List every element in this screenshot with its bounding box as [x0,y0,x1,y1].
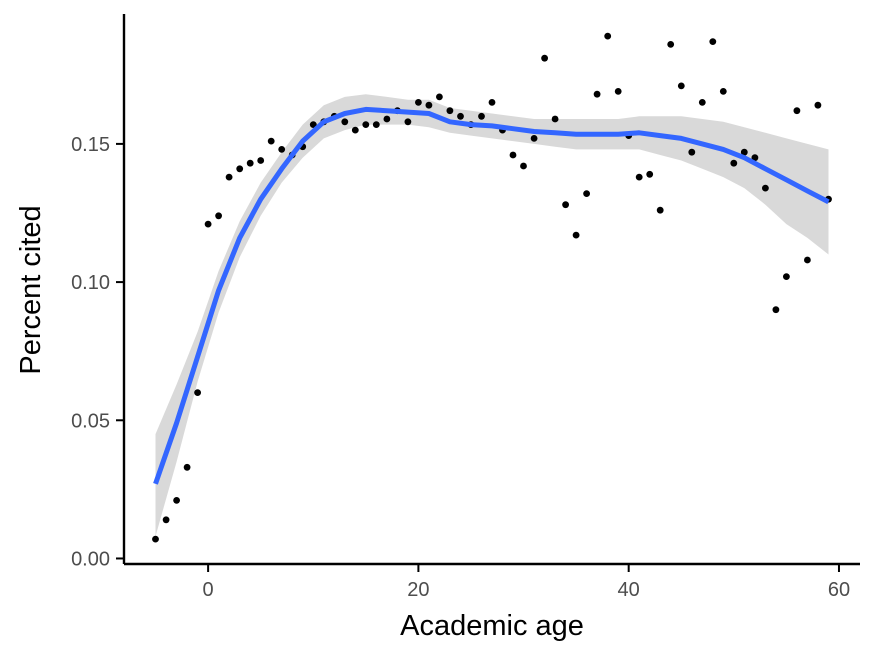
data-point [372,121,380,128]
y-axis-title: Percent cited [15,205,47,374]
data-point [152,535,159,543]
data-point [614,88,622,95]
smooth-fit-line [153,106,830,485]
data-point [415,99,422,106]
data-point [309,121,317,128]
x-tick-label: 40 [618,579,640,601]
data-point [740,148,748,156]
data-point [551,115,559,123]
data-point [162,516,170,524]
data-point [814,101,822,109]
data-point [257,157,265,164]
data-point [488,99,496,106]
data-point [562,201,569,209]
data-point [751,154,759,162]
y-tick-label: 0.05 [71,410,110,432]
data-point [762,184,769,192]
data-point [383,115,391,123]
data-point [457,112,464,120]
confidence-ribbon [155,94,829,537]
data-point [204,220,212,228]
data-point [783,273,790,280]
data-point [572,231,580,239]
y-tick-label: 0.10 [71,272,110,294]
data-point [362,121,370,128]
data-point [667,41,675,48]
x-tick-label: 60 [828,579,850,601]
data-point [404,118,412,126]
y-tick-label: 0.15 [71,134,110,156]
data-point [793,107,801,115]
data-point [267,137,275,145]
data-point [604,32,612,40]
data-point [656,206,664,214]
data-point [646,170,654,178]
data-point [278,146,286,153]
data-point [425,101,433,109]
y-tick-label: 0.00 [71,548,110,570]
data-point [772,306,780,314]
data-point [709,38,717,45]
x-tick-label: 0 [203,579,214,601]
data-point [173,497,181,504]
data-point [509,151,517,159]
data-point [583,190,590,198]
data-point [225,173,233,181]
data-point [593,90,601,98]
data-point [530,135,538,142]
data-point [436,93,443,101]
data-point [719,88,727,95]
data-point [236,165,244,173]
axes-layer: 0 20 40 60 0.00 0.05 0.10 0.15 [71,14,860,601]
data-point [677,82,685,90]
data-point [446,107,454,115]
smooth-line-layer [153,106,830,485]
data-point [341,118,349,126]
data-points-layer [152,32,832,543]
data-point [730,159,738,167]
data-point [804,256,811,264]
confidence-ribbon-layer [155,94,829,537]
data-point [194,389,202,396]
data-point [688,148,696,156]
data-point [478,112,485,120]
x-tick-label: 20 [407,579,429,601]
data-point [635,173,643,181]
data-point [351,126,359,134]
data-point [520,162,527,170]
x-axis-title: Academic age [400,610,584,642]
data-point [541,54,548,62]
data-point [183,463,191,471]
data-point [215,212,223,220]
data-point [246,159,254,167]
data-point [698,99,706,106]
